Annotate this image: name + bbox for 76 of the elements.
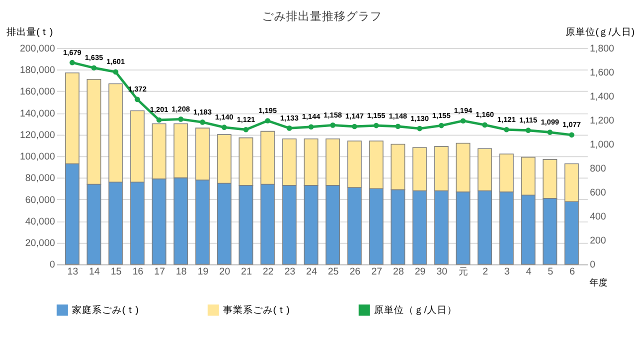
x-tick-label: 20 <box>219 266 231 278</box>
y2-tick-label: 400 <box>590 212 607 223</box>
point <box>547 130 553 135</box>
point <box>482 122 488 128</box>
point <box>569 132 574 138</box>
point <box>112 69 118 75</box>
x-tick-label: 16 <box>132 266 144 278</box>
y-tick-label: 140,000 <box>20 108 56 120</box>
point <box>416 126 422 132</box>
y-tick-label: 100,000 <box>20 152 56 163</box>
point <box>200 120 206 125</box>
point <box>504 126 510 132</box>
y2-tick-label: 1,400 <box>590 92 615 103</box>
point <box>222 124 227 130</box>
x-tick-label: 28 <box>393 266 404 278</box>
y-tick-label: 80,000 <box>25 173 56 184</box>
point <box>286 126 292 131</box>
y-tick-label: 180,000 <box>20 65 56 76</box>
x-tick-label: 19 <box>198 266 208 278</box>
x-tick-label: 3 <box>504 266 510 278</box>
y-tick-label: 160,000 <box>20 86 56 98</box>
point <box>395 124 401 130</box>
point <box>91 65 97 71</box>
x-tick-label: 30 <box>436 266 448 278</box>
point <box>134 96 140 102</box>
point <box>438 122 444 128</box>
x-tick-label: 4 <box>526 266 532 278</box>
x-tick-label: 24 <box>306 266 318 278</box>
x-tick-label: 29 <box>414 266 426 278</box>
legend-label: 家庭系ごみ(ｔ) <box>72 304 139 316</box>
legend-label: 原単位（ｇ/人日） <box>374 304 457 316</box>
legend-label: 事業系ごみ(ｔ) <box>223 304 290 316</box>
y-tick-label: 20,000 <box>25 238 56 250</box>
x-tick-label: 14 <box>89 266 100 278</box>
x-tick-label: 26 <box>350 266 360 278</box>
y-tick-label: 0 <box>50 260 56 271</box>
y2-tick-label: 1,800 <box>590 43 615 54</box>
point <box>156 117 162 123</box>
point <box>460 118 466 124</box>
y2-tick-label: 1,000 <box>590 140 615 151</box>
x-tick-label: 21 <box>241 266 252 278</box>
y-tick-label: 120,000 <box>20 130 56 141</box>
y-tick-label: 200,000 <box>20 43 56 54</box>
point <box>352 124 358 130</box>
point <box>374 122 379 128</box>
x-tick-label: 2 <box>482 266 488 278</box>
x-tick-label: 25 <box>328 266 339 278</box>
x-tick-label: 13 <box>67 266 78 278</box>
point <box>243 126 249 132</box>
x-tick-label: 17 <box>154 266 165 278</box>
y2-tick-label: 1,600 <box>590 67 615 78</box>
chart-title: ごみ排出量推移グラフ <box>262 10 382 23</box>
y2-tick-label: 1,200 <box>590 116 615 127</box>
y-tick-label: 60,000 <box>25 194 56 206</box>
x-tick-label: 23 <box>284 266 296 278</box>
y-tick-label: 40,000 <box>25 216 56 228</box>
point <box>178 116 184 122</box>
x-tick-label: 5 <box>548 266 554 278</box>
x-tick-label: 元 <box>458 266 469 278</box>
x-tick-label: 18 <box>176 266 187 278</box>
y2-axis-title: 原単位(ｇ/人日) <box>565 26 635 38</box>
point <box>526 128 531 134</box>
x-tick-label: 6 <box>569 266 575 278</box>
y2-tick-label: 600 <box>590 188 607 199</box>
point <box>330 122 336 128</box>
x-tick-label: 22 <box>262 266 274 278</box>
point <box>264 118 270 124</box>
point <box>308 124 314 130</box>
x-axis-title: 年度 <box>589 277 608 288</box>
y2-tick-label: 200 <box>590 236 607 247</box>
point <box>70 60 75 66</box>
y2-tick-label: 0 <box>590 260 596 271</box>
x-tick-label: 27 <box>371 266 382 278</box>
y2-tick-label: 800 <box>590 164 607 175</box>
x-tick-label: 15 <box>110 266 122 278</box>
y-axis-title: 排出量(ｔ) <box>6 26 53 38</box>
